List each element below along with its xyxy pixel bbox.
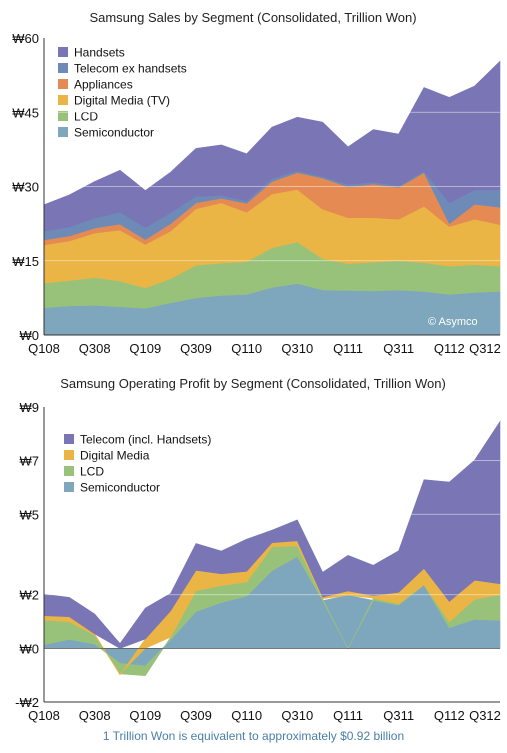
sales-x-tick-label: Q110 bbox=[231, 341, 262, 356]
profit-series-telecom-incl-handsets bbox=[43, 420, 501, 649]
sales-x-tick-label: Q311 bbox=[383, 341, 414, 356]
sales-x-tick-label: Q309 bbox=[180, 341, 212, 356]
sales-y-tick-label: ₩15 bbox=[12, 254, 39, 269]
sales-legend-swatch-handsets bbox=[58, 47, 68, 57]
profit-legend-label-digital-media: Digital Media bbox=[80, 449, 150, 463]
sales-legend-label-digital-media-tv: Digital Media (TV) bbox=[74, 94, 170, 108]
sales-x-tick-label: Q109 bbox=[129, 341, 161, 356]
sales-y-tick-label: ₩30 bbox=[12, 180, 39, 195]
profit-legend-label-telecom-incl-handsets: Telecom (incl. Handsets) bbox=[80, 433, 211, 447]
profit-x-tick-label: Q311 bbox=[383, 708, 414, 723]
profit-x-tick-label: Q310 bbox=[281, 708, 313, 723]
sales-legend-label-handsets: Handsets bbox=[74, 46, 125, 60]
profit-x-tick-label: Q108 bbox=[28, 708, 60, 723]
sales-y-tick-label: ₩45 bbox=[12, 105, 39, 120]
profit-x-tick-label: Q109 bbox=[129, 708, 161, 723]
sales-legend-label-telecom-ex-handsets: Telecom ex handsets bbox=[74, 62, 187, 76]
profit-x-tick-label: Q312 bbox=[469, 708, 501, 723]
profit-x-tick-label: Q112 bbox=[434, 708, 465, 723]
sales-legend-swatch-digital-media-tv bbox=[58, 95, 68, 105]
sales-y-tick-label: ₩0 bbox=[20, 328, 40, 343]
profit-y-tick-label: ₩2 bbox=[20, 588, 40, 603]
sales-legend-label-lcd: LCD bbox=[74, 110, 98, 124]
profit-legend-label-lcd: LCD bbox=[80, 465, 104, 479]
profit-chart-title: Samsung Operating Profit by Segment (Con… bbox=[60, 376, 446, 391]
currency-footnote: 1 Trillion Won is equivalent to approxim… bbox=[102, 729, 405, 743]
profit-legend-swatch-lcd bbox=[64, 466, 74, 476]
profit-y-tick-label: -₩2 bbox=[15, 695, 39, 710]
sales-x-tick-label: Q310 bbox=[281, 341, 313, 356]
sales-legend-swatch-semiconductor bbox=[58, 127, 68, 137]
sales-legend-swatch-telecom-ex-handsets bbox=[58, 63, 68, 73]
profit-chart-legend: Telecom (incl. Handsets) Digital Media LCD… bbox=[64, 433, 211, 495]
profit-y-tick-label: ₩0 bbox=[20, 641, 40, 656]
sales-chart-title: Samsung Sales by Segment (Consolidated, … bbox=[89, 10, 416, 25]
profit-x-tick-label: Q110 bbox=[231, 708, 262, 723]
sales-legend-swatch-appliances bbox=[58, 79, 68, 89]
sales-series-handsets bbox=[43, 60, 501, 232]
profit-x-tick-label: Q308 bbox=[79, 708, 111, 723]
sales-legend-label-appliances: Appliances bbox=[74, 78, 133, 92]
sales-legend-label-semiconductor: Semiconductor bbox=[74, 126, 154, 140]
sales-chart: Samsung Sales by Segment (Consolidated, … bbox=[12, 10, 501, 356]
sales-x-tick-label: Q112 bbox=[434, 341, 465, 356]
sales-chart-legend: Handsets Telecom ex handsets Appliances Dig… bbox=[58, 46, 187, 140]
profit-x-tick-label: Q111 bbox=[333, 708, 363, 723]
profit-x-tick-label: Q309 bbox=[180, 708, 212, 723]
profit-y-tick-label: ₩9 bbox=[20, 400, 40, 415]
profit-y-tick-label: ₩5 bbox=[20, 507, 40, 522]
sales-x-tick-label: Q312 bbox=[469, 341, 501, 356]
profit-legend-label-semiconductor: Semiconductor bbox=[80, 481, 160, 495]
profit-legend-swatch-digital-media bbox=[64, 450, 74, 460]
sales-x-tick-label: Q308 bbox=[79, 341, 111, 356]
sales-x-tick-label: Q108 bbox=[28, 341, 60, 356]
profit-legend-swatch-semiconductor bbox=[64, 482, 74, 492]
profit-y-tick-label: ₩7 bbox=[20, 454, 40, 469]
profit-chart: Samsung Operating Profit by Segment (Con… bbox=[15, 376, 501, 723]
profit-legend-swatch-telecom-incl-handsets bbox=[64, 434, 74, 444]
sales-legend-swatch-lcd bbox=[58, 111, 68, 121]
sales-x-tick-label: Q111 bbox=[333, 341, 363, 356]
sales-y-tick-label: ₩60 bbox=[12, 31, 39, 46]
sales-chart-credit: © Asymco bbox=[428, 316, 478, 328]
